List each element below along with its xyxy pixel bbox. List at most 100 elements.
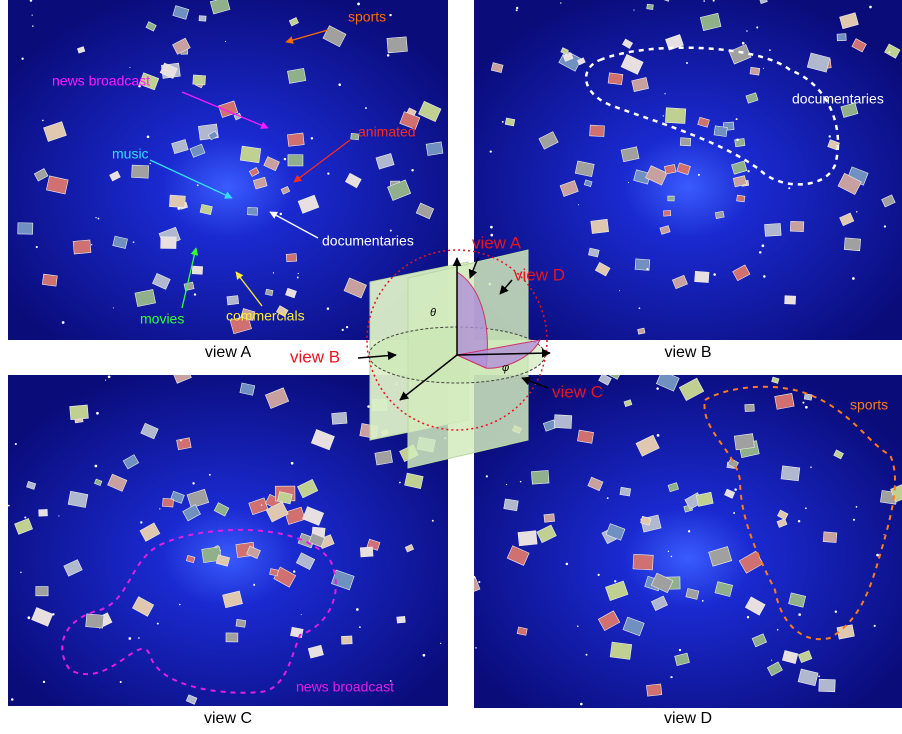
star <box>490 233 494 237</box>
thumbnail <box>699 12 722 31</box>
thumbnail <box>122 454 140 470</box>
cluster-outline <box>584 46 840 186</box>
thumbnail <box>38 509 48 517</box>
thumbnail <box>280 186 291 195</box>
star <box>365 107 367 110</box>
star <box>810 466 812 468</box>
star <box>94 464 98 468</box>
thumbnail <box>172 375 192 384</box>
thumbnail <box>605 523 626 541</box>
star <box>411 169 414 172</box>
thumbnail <box>275 305 289 317</box>
thumbnail <box>396 615 406 624</box>
thumbnail <box>713 125 728 137</box>
thumbnail <box>881 194 896 208</box>
star <box>678 648 682 652</box>
thumbnail <box>350 132 360 141</box>
thumbnail <box>375 153 395 170</box>
thumbnail <box>708 546 733 567</box>
star <box>670 555 673 558</box>
star <box>296 276 299 279</box>
thumbnail-group <box>8 375 447 705</box>
star <box>146 135 150 139</box>
thumbnail <box>622 38 634 49</box>
thumbnail <box>359 546 374 558</box>
star <box>656 434 660 437</box>
annotation: sports <box>348 9 386 25</box>
star <box>272 272 275 274</box>
star <box>888 51 891 54</box>
star <box>132 241 135 243</box>
sphere-diagram: view A view D view B view C θ φ <box>290 233 603 469</box>
thumbnail <box>246 545 261 559</box>
star <box>35 245 38 249</box>
star <box>670 675 673 679</box>
thumbnail <box>803 393 813 401</box>
star <box>759 251 762 254</box>
view-label: view C <box>552 382 603 401</box>
annotation: news broadcast <box>52 73 150 89</box>
thumbnail <box>67 490 89 508</box>
thumbnail <box>269 568 279 577</box>
thumbnail <box>646 3 654 10</box>
thumbnail <box>738 550 764 574</box>
thumbnail <box>749 66 761 76</box>
thumbnail <box>780 465 801 482</box>
star <box>735 118 738 121</box>
star <box>208 473 211 476</box>
star <box>734 488 737 491</box>
thumbnail <box>185 554 196 564</box>
star <box>224 40 227 43</box>
star <box>805 405 808 409</box>
star <box>560 2 562 4</box>
thumbnail <box>490 62 504 74</box>
thumbnail <box>235 619 247 628</box>
star <box>156 622 159 625</box>
thumbnail <box>288 17 299 27</box>
star <box>656 387 659 390</box>
star <box>367 405 370 408</box>
thumbnail <box>285 253 298 263</box>
thumbnail <box>239 382 256 396</box>
thumbnail <box>645 165 668 186</box>
thumbnail <box>107 473 128 492</box>
star <box>386 54 390 57</box>
thumbnail <box>634 258 651 271</box>
star <box>579 702 583 706</box>
thumbnail <box>307 644 324 659</box>
thumbnail <box>619 486 632 497</box>
thumbnail <box>531 470 550 485</box>
star <box>515 9 518 12</box>
thumbnail <box>637 327 646 335</box>
star <box>515 6 519 10</box>
thumbnail <box>697 116 710 128</box>
thumbnail <box>109 170 121 182</box>
thumbnail <box>646 683 663 697</box>
thumbnail <box>152 272 171 290</box>
thumbnail <box>182 504 201 522</box>
star <box>662 115 665 117</box>
thumbnail <box>308 532 326 548</box>
thumbnail <box>72 239 92 255</box>
star <box>105 379 107 381</box>
thumbnail <box>732 264 751 282</box>
thumbnail <box>162 498 174 508</box>
star <box>828 135 831 138</box>
thumbnail <box>26 481 37 490</box>
thumbnail <box>623 399 633 407</box>
star <box>439 642 442 645</box>
thumbnail <box>222 590 243 609</box>
thumbnail <box>781 650 799 664</box>
star <box>52 613 55 616</box>
thumbnail <box>640 515 652 526</box>
thumbnail <box>695 491 714 507</box>
star <box>619 290 621 292</box>
thumbnail <box>191 265 203 275</box>
thumbnail <box>399 111 421 130</box>
thumbnail <box>884 43 901 59</box>
thumbnail <box>577 429 594 444</box>
star <box>422 653 426 657</box>
star <box>159 508 161 510</box>
thumbnail <box>583 179 593 187</box>
